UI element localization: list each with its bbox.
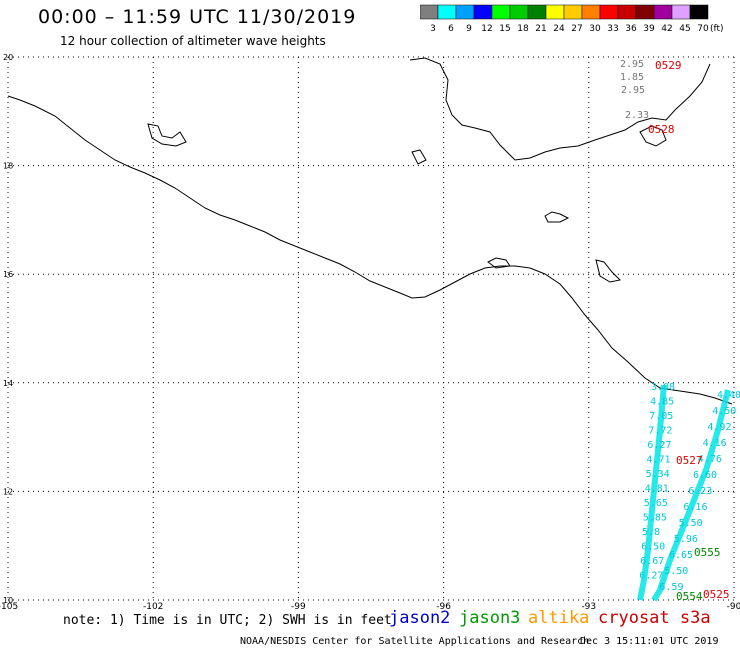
labels-cyan-item: 6.27 [647, 440, 671, 451]
island-6 [639, 125, 667, 147]
scale-label-24: 24 [553, 24, 565, 34]
labels-cyan-item: 5.96 [674, 534, 698, 545]
coastline-mexico [7, 95, 733, 405]
island-1 [147, 123, 187, 147]
green-time-labels: 0555 0554 [676, 546, 721, 603]
footer-credit: NOAA/NESDIS Center for Satellite Applica… [240, 636, 590, 647]
scale-label-42: 42 [661, 24, 672, 34]
chart-subtitle: 12 hour collection of altimeter wave hei… [60, 34, 326, 48]
labels-red-item: 0529 [655, 59, 682, 72]
island-2 [411, 149, 427, 165]
labels-gray-item: 1.85 [620, 72, 644, 83]
labels-cyan-item: 3.08 [651, 382, 675, 393]
lat-label-18: 18 [3, 162, 13, 171]
red-time-labels: 0529 0528 0527 0525 [648, 59, 730, 601]
island-4 [487, 257, 511, 269]
lat-label-16: 16 [3, 270, 13, 279]
satellite-track-right [651, 389, 731, 602]
labels-cyan-item: 6.59 [659, 582, 683, 593]
legend-altika: altika [528, 608, 590, 628]
labels-cyan-item: 5.50 [679, 518, 703, 529]
lon-label--105: -105 [0, 602, 18, 612]
lat-label-20: 20 [3, 53, 13, 62]
labels-gray-item: 2.95 [620, 59, 644, 70]
labels-red-item: 0525 [703, 588, 730, 601]
labels-cyan-item: 4.71 [647, 455, 671, 466]
labels-cyan-item: 6.60 [693, 470, 717, 481]
labels-cyan-item: 5.65 [644, 498, 668, 509]
lon-label--93: -93 [581, 602, 596, 612]
labels-cyan-item: 5.8 [642, 527, 660, 538]
labels-red-item: 0527 [676, 454, 703, 467]
labels-cyan-item: 4.50 [712, 406, 736, 417]
scale-label-30: 30 [589, 24, 601, 34]
scale-label-12: 12 [481, 24, 492, 34]
scale-label-6: 6 [448, 24, 454, 34]
footer-generated-time: Dec 3 15:11:01 UTC 2019 [580, 636, 719, 647]
labels-cyan-item: 5.50 [664, 566, 688, 577]
footer-note: note: 1) Time is in UTC; 2) SWH is in fe… [63, 613, 392, 628]
labels-cyan-item: 4.81 [645, 484, 669, 495]
labels-cyan-item: 7.05 [649, 411, 673, 422]
labels-cyan-item: 7.72 [648, 426, 672, 437]
scale-label-21: 21 [535, 24, 546, 34]
chart-title: 00:00 – 11:59 UTC 11/30/2019 [38, 6, 357, 28]
scale-label-15: 15 [499, 24, 510, 34]
scale-label-39: 39 [643, 24, 655, 34]
labels-cyan-item: 5.34 [646, 469, 670, 480]
gray-swh-labels: 2.95 1.85 2.95 2.33 [620, 59, 649, 121]
scale-unit-label: (ft) [710, 24, 724, 34]
island-3 [544, 211, 570, 223]
lon-label--102: -102 [143, 602, 163, 612]
lat-label-12: 12 [3, 487, 13, 496]
color-scale-legend: 3 6 9 12 15 18 21 24 27 30 33 36 39 42 45 70 (ft) [420, 4, 724, 34]
lon-label--99: -99 [291, 602, 306, 612]
labels-cyan-item: 6.27 [639, 571, 663, 582]
labels-green-item: 0555 [694, 546, 721, 559]
labels-red-item: 0528 [648, 123, 675, 136]
axis-labels: -105 -102 -99 -96 -93 -90 20 18 16 14 12 10 [0, 53, 740, 612]
labels-green-item: 0554 [676, 590, 703, 603]
labels-cyan-item: 4.40 [717, 390, 740, 401]
scale-label-9: 9 [466, 24, 472, 34]
lat-label-10: 10 [3, 596, 13, 605]
labels-gray-item: 2.95 [621, 85, 645, 96]
lon-label--90: -90 [727, 602, 740, 612]
scale-label-27: 27 [571, 24, 582, 34]
map-grid [7, 56, 735, 601]
labels-cyan-item: 6.65 [669, 550, 693, 561]
coastline-gulf [409, 57, 711, 161]
labels-cyan-item: 6.67 [640, 556, 664, 567]
labels-cyan-item: 4.92 [707, 422, 731, 433]
island-5 [595, 259, 622, 283]
cyan-swh-labels: 3.084.857.057.726.274.715.344.815.655.85… [639, 382, 740, 593]
satellite-track-left [637, 384, 667, 601]
labels-cyan-item: 4.85 [650, 397, 674, 408]
labels-cyan-item: 4.16 [703, 438, 727, 449]
scale-label-36: 36 [625, 24, 637, 34]
legend-jason2: jason2 [389, 608, 451, 628]
labels-cyan-item: 6.16 [683, 502, 707, 513]
labels-cyan-item: 4.76 [698, 454, 722, 465]
lat-label-14: 14 [3, 379, 13, 388]
labels-gray-item: 2.33 [625, 110, 649, 121]
legend-jason3: jason3 [459, 608, 521, 628]
scale-swatch-70 [689, 4, 709, 20]
scale-label-45: 45 [679, 24, 690, 34]
labels-cyan-item: 6.23 [688, 486, 712, 497]
scale-label-70: 70 [697, 24, 709, 34]
lon-label--96: -96 [436, 602, 451, 612]
legend-cryosat-s3a: cryosat s3a [598, 608, 711, 628]
scale-label-33: 33 [607, 24, 618, 34]
scale-label-18: 18 [517, 24, 529, 34]
scale-label-3: 3 [430, 24, 436, 34]
labels-cyan-item: 6.50 [641, 542, 665, 553]
labels-cyan-item: 5.85 [643, 513, 667, 524]
